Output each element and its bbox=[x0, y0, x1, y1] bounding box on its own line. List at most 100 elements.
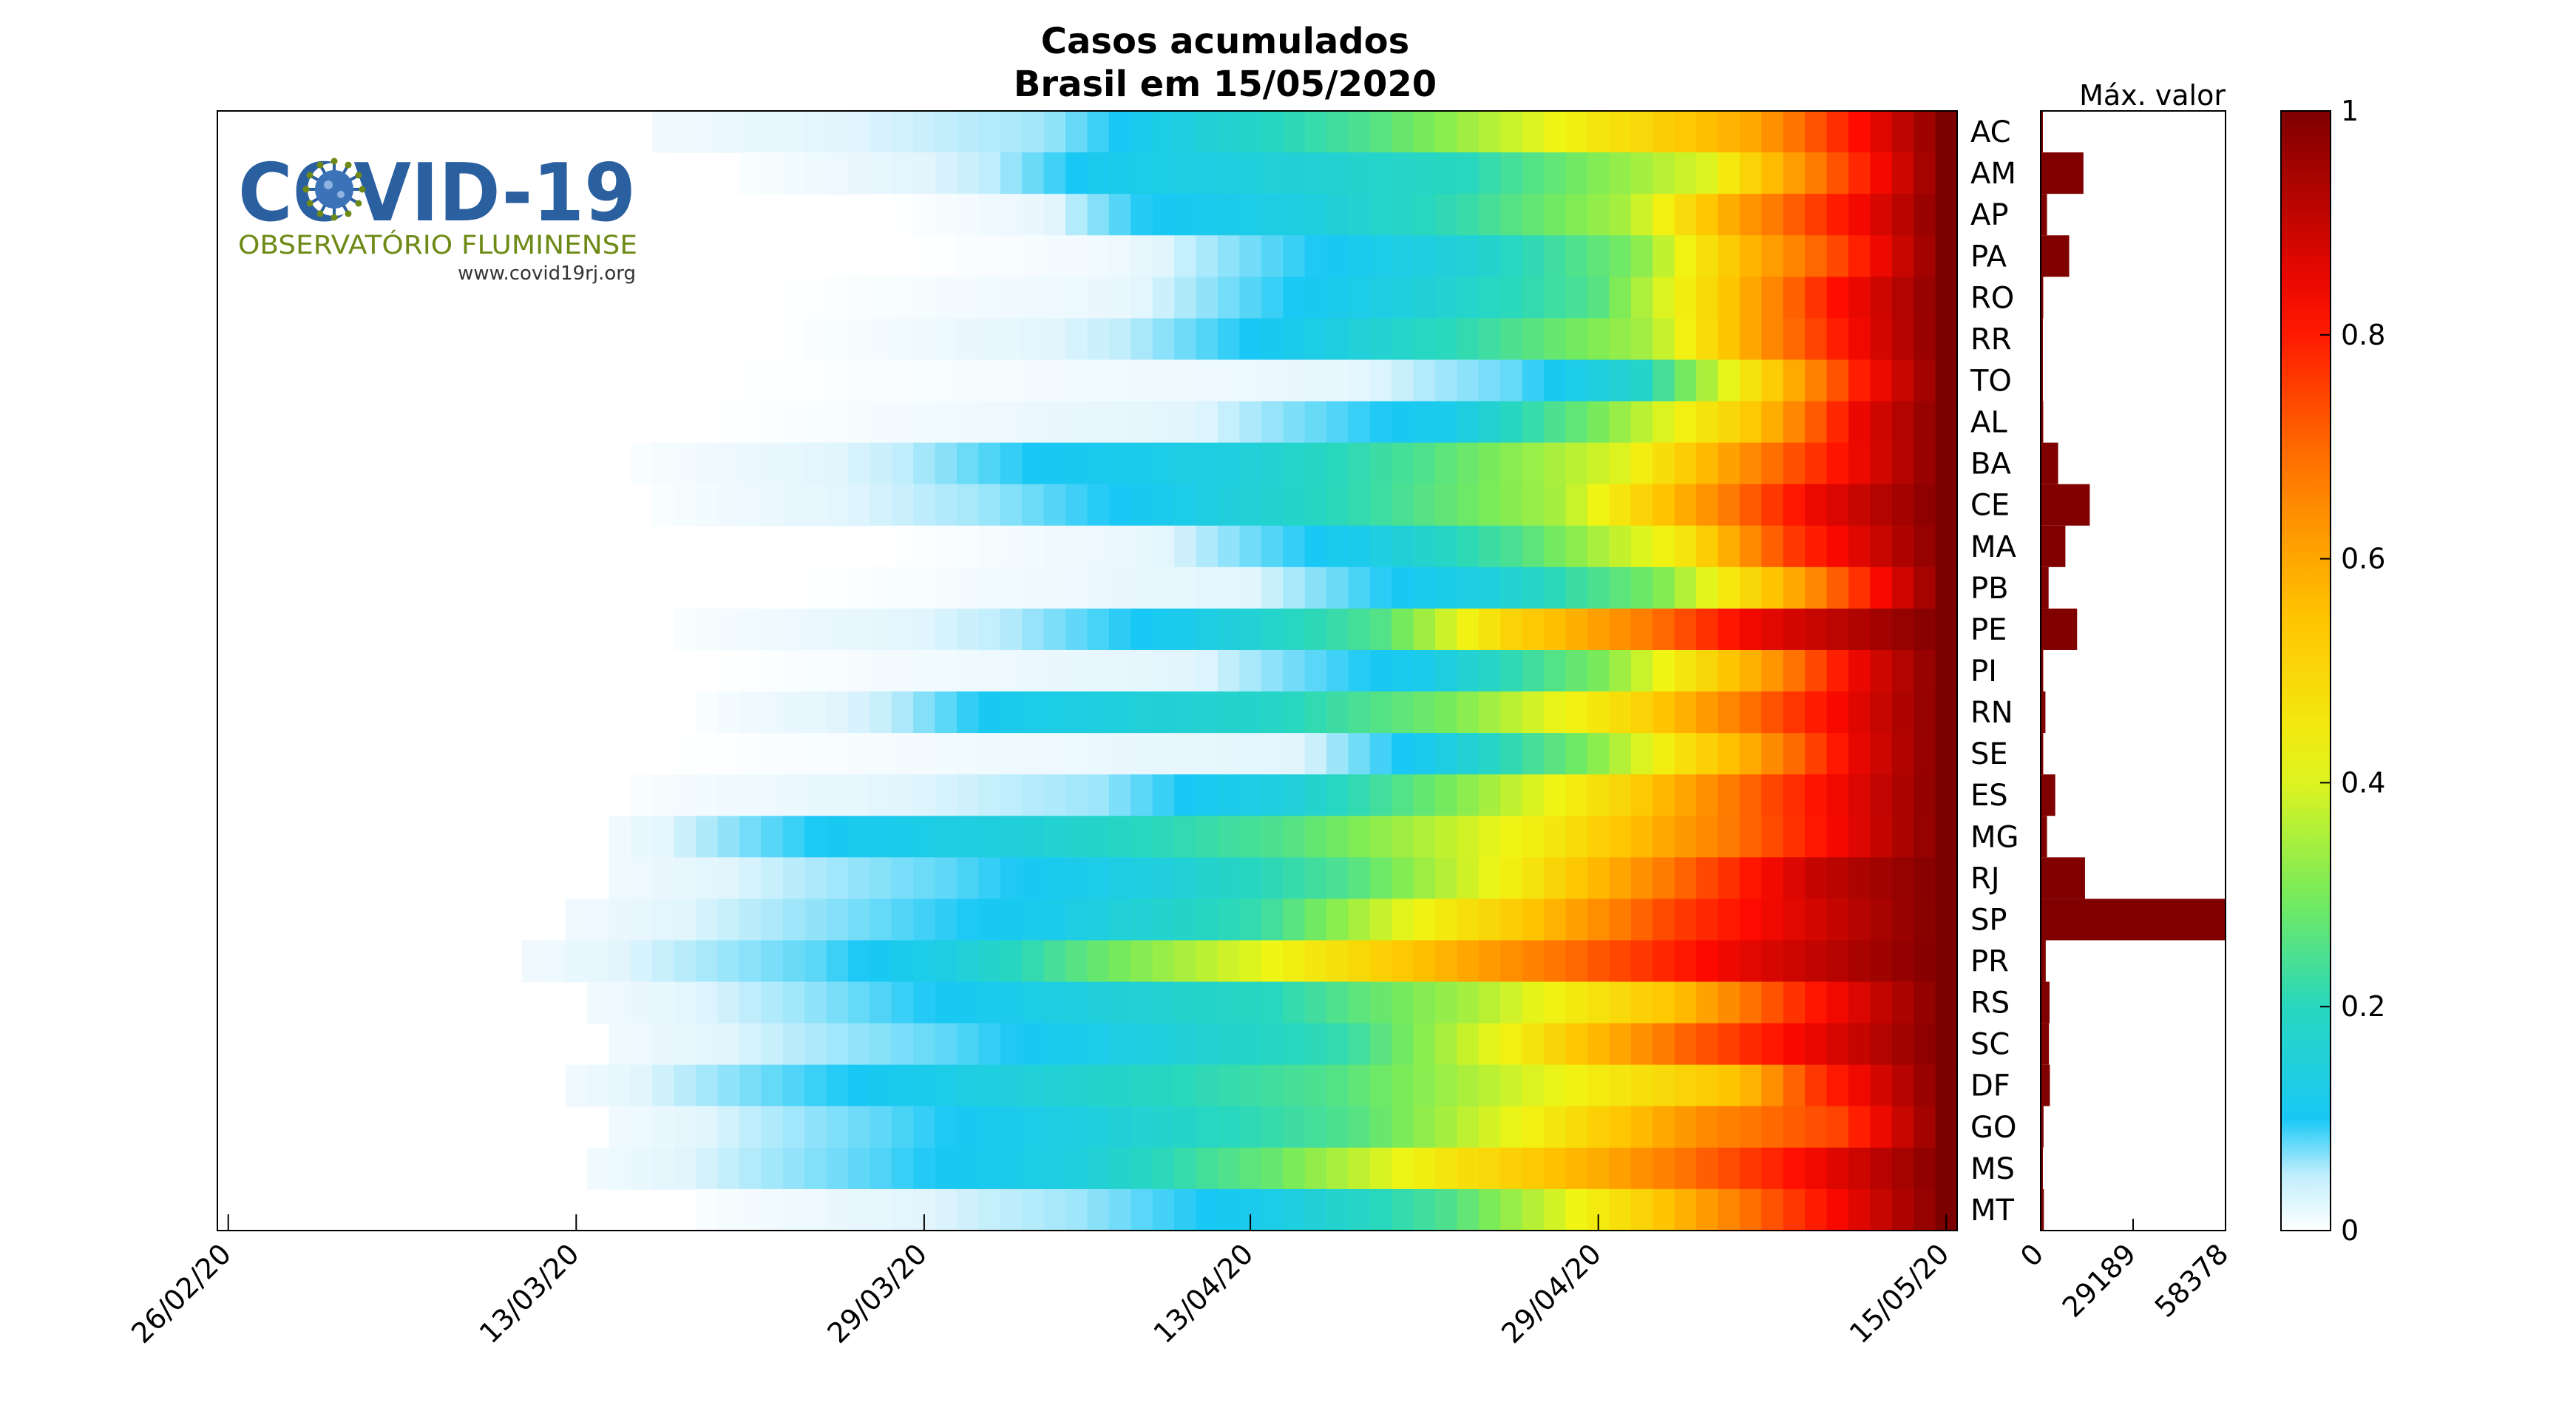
heatmap-cell bbox=[891, 359, 914, 402]
heatmap-cell bbox=[1587, 1023, 1610, 1066]
heatmap-cell bbox=[1457, 608, 1479, 651]
heatmap-cell bbox=[1217, 484, 1241, 527]
heatmap-cell bbox=[1087, 691, 1110, 734]
heatmap-cell bbox=[978, 111, 1001, 153]
heatmap-cell bbox=[1630, 774, 1654, 817]
heatmap-cell bbox=[1413, 359, 1436, 402]
heatmap-cell bbox=[1783, 608, 1806, 651]
heatmap-cell bbox=[1457, 235, 1479, 278]
heatmap-cell bbox=[978, 857, 1001, 900]
heatmap-cell bbox=[1392, 235, 1414, 278]
heatmap-cell bbox=[1174, 484, 1197, 527]
heatmap-cell bbox=[1304, 649, 1327, 692]
heatmap-cell bbox=[870, 1064, 892, 1107]
heatmap-cell bbox=[1196, 235, 1218, 278]
heatmap-cell bbox=[1783, 277, 1806, 319]
heatmap-cell bbox=[1826, 235, 1849, 278]
heatmap-cell bbox=[1848, 733, 1871, 775]
heatmap-cell bbox=[761, 1106, 784, 1148]
heatmap-cell bbox=[1108, 649, 1132, 692]
heatmap-cell bbox=[1500, 940, 1523, 983]
heatmap-cell bbox=[1043, 857, 1066, 900]
heatmap-cell bbox=[1413, 442, 1436, 485]
heatmap-cell bbox=[1478, 359, 1502, 402]
heatmap-cell bbox=[957, 691, 980, 734]
heatmap-cell bbox=[1544, 484, 1567, 527]
heatmap-cell bbox=[761, 152, 784, 194]
heatmap-cell bbox=[1914, 1147, 1936, 1190]
heatmap-cell bbox=[1022, 608, 1045, 651]
heatmap-cell bbox=[1283, 359, 1306, 402]
heatmap-cell bbox=[1369, 194, 1393, 237]
heatmap-cell bbox=[782, 484, 805, 527]
heatmap-cell bbox=[1783, 899, 1806, 941]
heatmap-cell bbox=[1108, 359, 1132, 402]
heatmap-cell bbox=[1022, 1106, 1045, 1148]
heatmap-cell bbox=[1914, 359, 1936, 402]
heatmap-cell bbox=[1348, 649, 1371, 692]
heatmap-cell bbox=[1805, 318, 1828, 361]
heatmap-cell bbox=[1348, 194, 1371, 237]
heatmap-cell bbox=[1131, 1064, 1153, 1107]
heatmap-cell bbox=[1348, 442, 1371, 485]
heatmap-cell bbox=[1108, 608, 1132, 651]
heatmap-cell bbox=[761, 277, 784, 319]
heatmap-cell bbox=[1217, 733, 1241, 775]
heatmap-cell bbox=[826, 857, 849, 900]
heatmap-cell bbox=[1196, 857, 1218, 900]
heatmap-cell bbox=[1413, 816, 1436, 859]
heatmap-cell bbox=[1674, 152, 1697, 194]
heatmap-cell bbox=[804, 899, 827, 941]
colorbar-tick-label: 1 bbox=[2341, 95, 2359, 127]
heatmap-cell bbox=[1326, 1147, 1349, 1190]
heatmap-cell bbox=[1805, 525, 1828, 568]
heatmap-cell bbox=[1805, 442, 1828, 485]
heatmap-cell bbox=[717, 981, 740, 1024]
heatmap-cell bbox=[1544, 816, 1567, 859]
heatmap-cell bbox=[1653, 981, 1675, 1024]
heatmap-cell bbox=[891, 442, 914, 485]
state-label: MA bbox=[1970, 530, 2017, 564]
heatmap-cell bbox=[674, 940, 696, 983]
heatmap-cell bbox=[1761, 111, 1784, 153]
heatmap-cell bbox=[1696, 649, 1719, 692]
logo-url: www.covid19rj.org bbox=[458, 263, 636, 285]
heatmap-cell bbox=[674, 442, 696, 485]
heatmap-cell bbox=[782, 1188, 805, 1231]
heatmap-cell bbox=[587, 981, 610, 1024]
heatmap-cell bbox=[1805, 691, 1828, 734]
heatmap-cell bbox=[957, 235, 980, 278]
heatmap-cell bbox=[1630, 359, 1654, 402]
heatmap-cell bbox=[1653, 1106, 1675, 1148]
heatmap-cell bbox=[1718, 318, 1741, 361]
heatmap-cell bbox=[1935, 401, 1958, 444]
heatmap-cell bbox=[1630, 608, 1654, 651]
heatmap-cell bbox=[1609, 774, 1632, 817]
heatmap-cell bbox=[674, 1106, 696, 1148]
heatmap-cell bbox=[1131, 277, 1153, 319]
heatmap-cell bbox=[1739, 359, 1763, 402]
heatmap-cell bbox=[935, 1106, 957, 1148]
heatmap-cell bbox=[761, 1064, 784, 1107]
heatmap-cell bbox=[1457, 111, 1479, 153]
heatmap-cell bbox=[1478, 484, 1502, 527]
heatmap-cell bbox=[1000, 401, 1023, 444]
colorbar-tick-label: 0.6 bbox=[2341, 543, 2385, 575]
heatmap-cell bbox=[1152, 816, 1175, 859]
heatmap-cell bbox=[1304, 359, 1327, 402]
heatmap-cell bbox=[935, 318, 957, 361]
heatmap-cell bbox=[1131, 608, 1153, 651]
heatmap-cell bbox=[1022, 318, 1045, 361]
heatmap-cell bbox=[1696, 1106, 1719, 1148]
heatmap-cell bbox=[1435, 1147, 1458, 1190]
heatmap-cell bbox=[957, 277, 980, 319]
heatmap-cell bbox=[696, 940, 719, 983]
heatmap-cell bbox=[696, 857, 719, 900]
heatmap-cell bbox=[978, 733, 1001, 775]
heatmap-cell bbox=[935, 277, 957, 319]
heatmap-cell bbox=[1435, 816, 1458, 859]
heatmap-cell bbox=[1718, 733, 1741, 775]
heatmap-cell bbox=[978, 318, 1001, 361]
heatmap-cell bbox=[1478, 1064, 1502, 1107]
heatmap-cell bbox=[1718, 401, 1741, 444]
